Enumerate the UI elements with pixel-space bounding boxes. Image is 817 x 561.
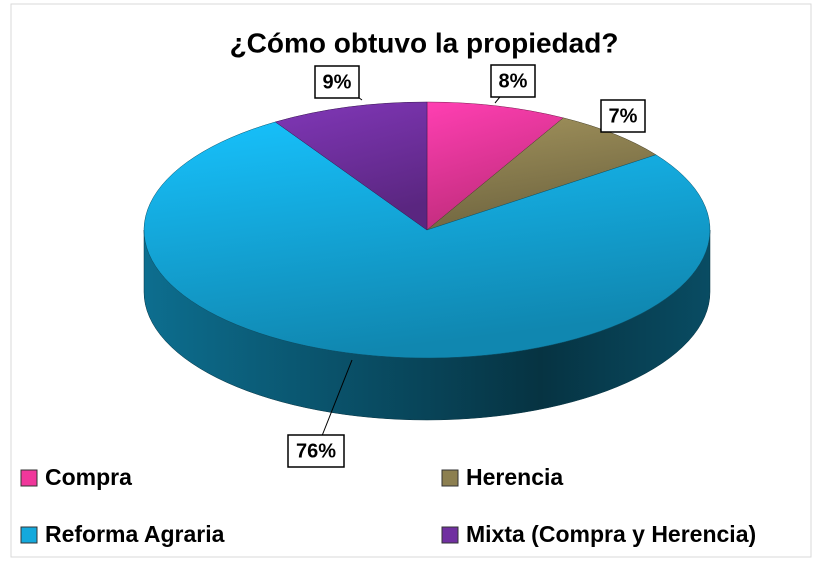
legend-label: Herencia: [466, 464, 563, 490]
data-label: 76%: [296, 440, 336, 462]
legend-swatch: [20, 526, 38, 544]
slice: [274, 101, 428, 231]
data-label-box: [314, 65, 360, 99]
data-label-box: [600, 99, 646, 133]
chart-title: ¿Cómo obtuvo la propiedad?: [230, 27, 619, 58]
data-label: 7%: [609, 105, 638, 127]
legend-label: Reforma Agraria: [45, 521, 225, 547]
slice: [143, 121, 711, 359]
legend-swatch: [441, 469, 459, 487]
legend-swatch: [441, 526, 459, 544]
data-label: 9%: [323, 71, 352, 93]
data-label: 8%: [499, 70, 528, 92]
data-label-box: [287, 434, 345, 468]
legend-label: Mixta (Compra y Herencia): [466, 521, 756, 547]
legend-label: Compra: [45, 464, 132, 490]
slice: [426, 101, 564, 231]
data-label-box: [490, 64, 536, 98]
slice: [426, 117, 657, 231]
legend-swatch: [20, 469, 38, 487]
